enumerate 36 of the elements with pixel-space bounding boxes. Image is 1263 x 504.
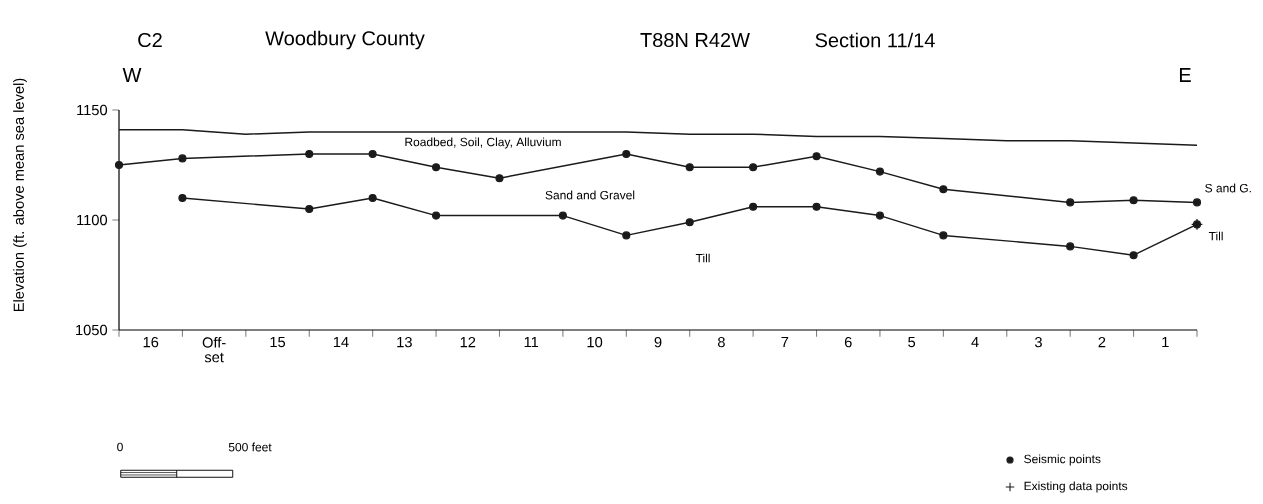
text: 10 [587,336,603,348]
text: Till [1208,231,1223,241]
annotation: Roadbed, Soil, Clay, Alluvium [405,137,561,149]
annotation: Till [695,253,710,263]
text: 7 [781,336,789,348]
text: E [1179,68,1191,82]
text: 2 [1098,336,1106,348]
legend-label: Existing data points [1024,481,1128,493]
text: 3 [1034,336,1042,348]
y-axis-title: Elevation (ft. above mean sea level) [13,78,27,312]
text: Off-set [202,336,226,363]
y-tick-label: 1100 [77,214,108,226]
text: 5 [908,336,916,348]
text: C2 [138,32,162,48]
y-tick-label: 1150 [77,104,108,116]
y-tick-label: 1050 [76,324,108,336]
text: 8 [717,336,725,348]
text: 13 [397,336,412,348]
text: 11 [524,336,539,348]
legend-label: Seismic points [1024,454,1101,466]
text: 12 [460,336,476,348]
text: 14 [333,336,349,348]
text: S and G. [1205,183,1251,193]
text: Section 11/14 [815,32,935,48]
text: 6 [844,336,852,348]
text: 15 [270,336,286,348]
chart-title: Woodbury County [265,30,425,50]
text: 1 [1162,336,1169,348]
text: 500 feet [228,442,272,452]
text: 16 [143,336,159,348]
text: 4 [971,336,979,348]
annotation: Sand and Gravel [545,190,635,200]
text: 0 [117,442,123,452]
text: W [122,68,142,82]
text: T88N R42W [640,32,750,48]
text: 9 [654,336,662,348]
